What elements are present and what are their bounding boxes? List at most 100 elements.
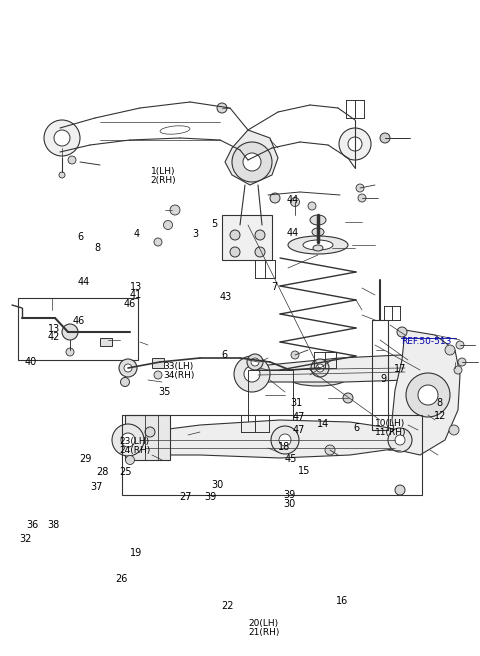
Polygon shape (225, 130, 278, 185)
Circle shape (445, 345, 455, 355)
Text: 10(LH): 10(LH) (375, 419, 406, 428)
Text: 47: 47 (293, 412, 305, 422)
Text: 7: 7 (271, 281, 277, 292)
Text: 14: 14 (317, 419, 329, 429)
Circle shape (124, 364, 132, 372)
Text: 21(RH): 21(RH) (249, 628, 280, 637)
Polygon shape (252, 355, 420, 382)
Text: 45: 45 (285, 454, 297, 464)
Circle shape (454, 366, 462, 374)
Circle shape (348, 137, 362, 151)
Circle shape (125, 455, 134, 464)
Circle shape (395, 435, 405, 445)
Text: 46: 46 (73, 316, 85, 327)
Circle shape (270, 193, 280, 203)
Polygon shape (392, 330, 460, 455)
Text: 12: 12 (434, 411, 447, 421)
Circle shape (279, 434, 291, 446)
Circle shape (291, 351, 299, 359)
Circle shape (243, 153, 261, 171)
Text: 37: 37 (90, 482, 103, 493)
Text: 30: 30 (211, 480, 224, 491)
Text: 2(RH): 2(RH) (150, 176, 176, 185)
Text: 19: 19 (130, 548, 142, 558)
Ellipse shape (312, 228, 324, 236)
Circle shape (271, 426, 299, 454)
Circle shape (232, 142, 272, 182)
Text: 11(RH): 11(RH) (375, 428, 407, 437)
Text: 44: 44 (78, 277, 90, 287)
Circle shape (217, 103, 227, 113)
Circle shape (112, 424, 144, 456)
Text: 8: 8 (95, 243, 101, 253)
Text: 27: 27 (180, 491, 192, 502)
Text: 38: 38 (47, 520, 60, 530)
Circle shape (247, 354, 263, 370)
Circle shape (325, 445, 335, 455)
Circle shape (121, 433, 135, 447)
Circle shape (343, 393, 353, 403)
Text: 8: 8 (437, 398, 443, 409)
Circle shape (358, 194, 366, 202)
Circle shape (145, 427, 155, 437)
Circle shape (255, 230, 265, 240)
Circle shape (154, 371, 162, 379)
Text: 18: 18 (278, 441, 291, 452)
Circle shape (62, 324, 78, 340)
Circle shape (68, 156, 76, 164)
Bar (100, 338, 112, 346)
Circle shape (234, 356, 270, 392)
Circle shape (356, 184, 364, 192)
Text: 39: 39 (204, 491, 216, 502)
Ellipse shape (303, 240, 333, 250)
Bar (222, 215, 272, 260)
Ellipse shape (289, 370, 347, 386)
Text: 34(RH): 34(RH) (163, 371, 194, 380)
Circle shape (120, 377, 130, 386)
Circle shape (418, 385, 438, 405)
Circle shape (311, 359, 329, 377)
Polygon shape (125, 415, 170, 460)
Bar (248, 370, 293, 425)
Circle shape (255, 247, 265, 257)
Text: 26: 26 (115, 573, 128, 584)
Text: 42: 42 (48, 332, 60, 342)
Circle shape (59, 172, 65, 178)
Circle shape (388, 428, 412, 452)
Circle shape (154, 238, 162, 246)
Circle shape (308, 202, 316, 210)
Text: 35: 35 (158, 387, 171, 398)
Text: 44: 44 (287, 228, 300, 238)
Text: 6: 6 (354, 422, 360, 433)
Text: 39: 39 (283, 489, 296, 500)
Text: 22: 22 (222, 601, 234, 611)
Bar (122, 415, 422, 495)
Circle shape (380, 133, 390, 143)
Circle shape (290, 197, 300, 207)
Circle shape (170, 205, 180, 215)
Text: 4: 4 (133, 229, 140, 239)
Text: 46: 46 (124, 299, 136, 310)
Text: 28: 28 (96, 467, 108, 478)
Circle shape (449, 425, 459, 435)
Circle shape (164, 220, 172, 230)
Text: 29: 29 (79, 453, 92, 464)
Text: 32: 32 (19, 534, 32, 544)
Text: 33(LH): 33(LH) (163, 362, 193, 371)
Text: 13: 13 (130, 281, 142, 292)
Ellipse shape (288, 236, 348, 254)
Text: 44: 44 (287, 195, 300, 205)
Text: 6: 6 (78, 232, 84, 243)
Circle shape (44, 120, 80, 156)
Text: 17: 17 (394, 363, 406, 374)
Text: 41: 41 (130, 290, 142, 300)
Circle shape (395, 485, 405, 495)
Text: 23(LH): 23(LH) (119, 437, 149, 446)
Text: 15: 15 (298, 466, 310, 476)
Circle shape (251, 358, 259, 366)
Bar (152, 358, 164, 368)
Circle shape (404, 354, 432, 382)
Circle shape (119, 359, 137, 377)
Text: 16: 16 (336, 596, 348, 606)
Text: 43: 43 (220, 291, 232, 302)
